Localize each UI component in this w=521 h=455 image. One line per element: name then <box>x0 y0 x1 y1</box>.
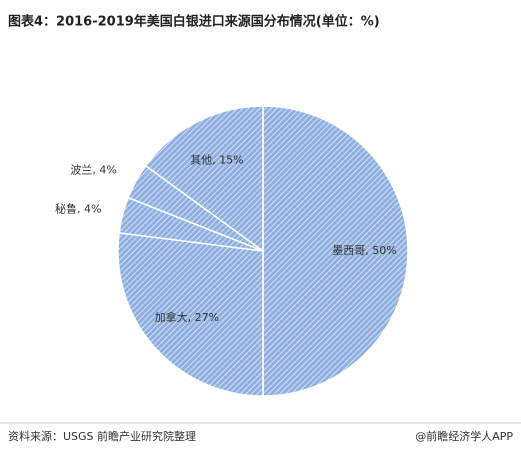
label-value: 4% <box>84 203 101 216</box>
label-name: 其他 <box>190 154 212 167</box>
pie-slice <box>117 231 264 397</box>
footer: @前瞻经济学人APP <box>415 429 513 443</box>
label-sep: , <box>212 154 219 167</box>
label-name: 秘鲁 <box>55 202 77 216</box>
source: 资料来源：USGS 前瞻产业研究院整理 <box>8 429 196 443</box>
label-sep: , <box>188 311 195 324</box>
chart-title: 图表4：2016-2019年美国白银进口来源国分布情况(单位：%) <box>8 14 380 30</box>
data-label: 波兰, 4% <box>70 164 116 177</box>
pie-slice <box>144 105 264 253</box>
label-name: 墨西哥 <box>332 244 365 257</box>
data-label: 加拿大, 27% <box>155 310 219 324</box>
data-label: 墨西哥, 50% <box>332 244 396 257</box>
label-sep: , <box>92 164 99 177</box>
data-label: 其他, 15% <box>190 154 243 167</box>
label-value: 50% <box>372 244 396 257</box>
pie-slice <box>262 105 409 397</box>
label-name: 波兰 <box>70 164 92 177</box>
label-name: 加拿大 <box>155 310 188 324</box>
label-sep: , <box>77 203 84 216</box>
data-label: 秘鲁, 4% <box>55 202 101 216</box>
label-value: 15% <box>219 154 243 167</box>
label-sep: , <box>365 244 372 257</box>
label-value: 4% <box>99 164 116 177</box>
label-value: 27% <box>195 311 219 324</box>
